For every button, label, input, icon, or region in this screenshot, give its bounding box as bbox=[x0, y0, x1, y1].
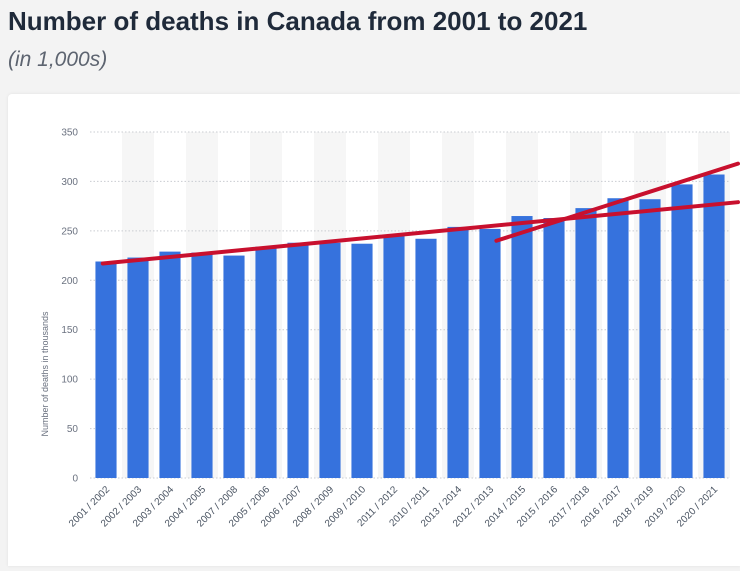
bars bbox=[95, 174, 725, 479]
y-tick-label: 200 bbox=[61, 276, 78, 287]
y-tick-label: 150 bbox=[61, 325, 78, 336]
bar[interactable] bbox=[575, 208, 597, 478]
bar[interactable] bbox=[511, 216, 533, 478]
bar[interactable] bbox=[671, 184, 693, 478]
bar[interactable] bbox=[159, 251, 181, 478]
bar[interactable] bbox=[415, 238, 437, 478]
bar[interactable] bbox=[607, 198, 629, 478]
bar[interactable] bbox=[127, 257, 149, 478]
y-tick-labels: 0 50 100 150 200 250 300 350 bbox=[61, 128, 78, 485]
y-tick-label: 100 bbox=[61, 375, 78, 386]
bar[interactable] bbox=[703, 174, 725, 478]
y-tick-label: 0 bbox=[72, 474, 78, 485]
y-tick-label: 250 bbox=[61, 226, 78, 237]
trend-line bbox=[494, 161, 740, 243]
bar[interactable] bbox=[639, 199, 661, 479]
page-title: Number of deaths in Canada from 2001 to … bbox=[8, 6, 588, 36]
trend-line bbox=[100, 200, 740, 266]
bar[interactable] bbox=[287, 242, 309, 478]
trend-annotations bbox=[100, 161, 740, 266]
chart-card: 0 50 100 150 200 250 300 350 2001 / 2002 2002 / … bbox=[8, 94, 740, 566]
bar[interactable] bbox=[191, 252, 213, 478]
bar[interactable] bbox=[543, 218, 565, 478]
bar[interactable] bbox=[447, 226, 469, 478]
bar[interactable] bbox=[479, 228, 501, 478]
y-tick-label: 50 bbox=[67, 424, 79, 435]
bar[interactable] bbox=[351, 243, 373, 478]
y-tick-label: 350 bbox=[61, 128, 78, 139]
page-subtitle: (in 1,000s) bbox=[8, 48, 108, 71]
bar[interactable] bbox=[223, 255, 245, 478]
bar[interactable] bbox=[319, 242, 341, 478]
y-tick-label: 300 bbox=[61, 177, 78, 188]
bar[interactable] bbox=[383, 234, 405, 478]
bar[interactable] bbox=[255, 246, 277, 478]
y-axis-label: Number of deaths in thousands bbox=[40, 311, 50, 437]
bar[interactable] bbox=[95, 261, 117, 478]
